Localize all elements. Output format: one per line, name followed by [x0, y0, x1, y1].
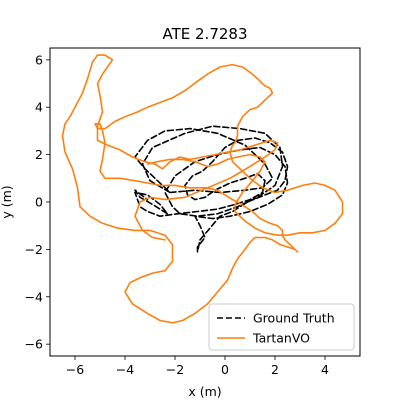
series-line-ground-truth [134, 125, 289, 253]
series-layer [61, 54, 344, 324]
legend-label-tartanvo: TartanVO [252, 331, 310, 346]
y-tick-label: 4 [35, 100, 43, 115]
x-tick-label: −4 [116, 362, 134, 377]
x-axis-label: x (m) [188, 384, 221, 399]
y-axis-label: y (m) [0, 185, 14, 218]
y-tick-label: −6 [25, 337, 43, 352]
y-tick-label: 2 [35, 147, 43, 162]
legend-label-ground-truth: Ground Truth [253, 311, 335, 326]
y-tick-label: −4 [25, 289, 43, 304]
series-line-tartanvo [61, 54, 344, 324]
x-tick-label: −6 [66, 362, 84, 377]
y-tick-label: −2 [25, 242, 43, 257]
x-tick-label: −2 [166, 362, 184, 377]
legend-box [208, 303, 355, 351]
chart-title: ATE 2.7283 [163, 25, 248, 43]
x-tick-label: 4 [321, 362, 329, 377]
y-axis: −6 −4 −2 0 2 4 6 [25, 52, 50, 352]
x-tick-label: 2 [271, 362, 279, 377]
y-tick-label: 6 [35, 52, 43, 67]
x-tick-label: 0 [221, 362, 229, 377]
y-tick-label: 0 [35, 195, 43, 210]
legend: Ground Truth TartanVO [208, 303, 355, 351]
x-axis: −6 −4 −2 0 2 4 [66, 356, 329, 377]
